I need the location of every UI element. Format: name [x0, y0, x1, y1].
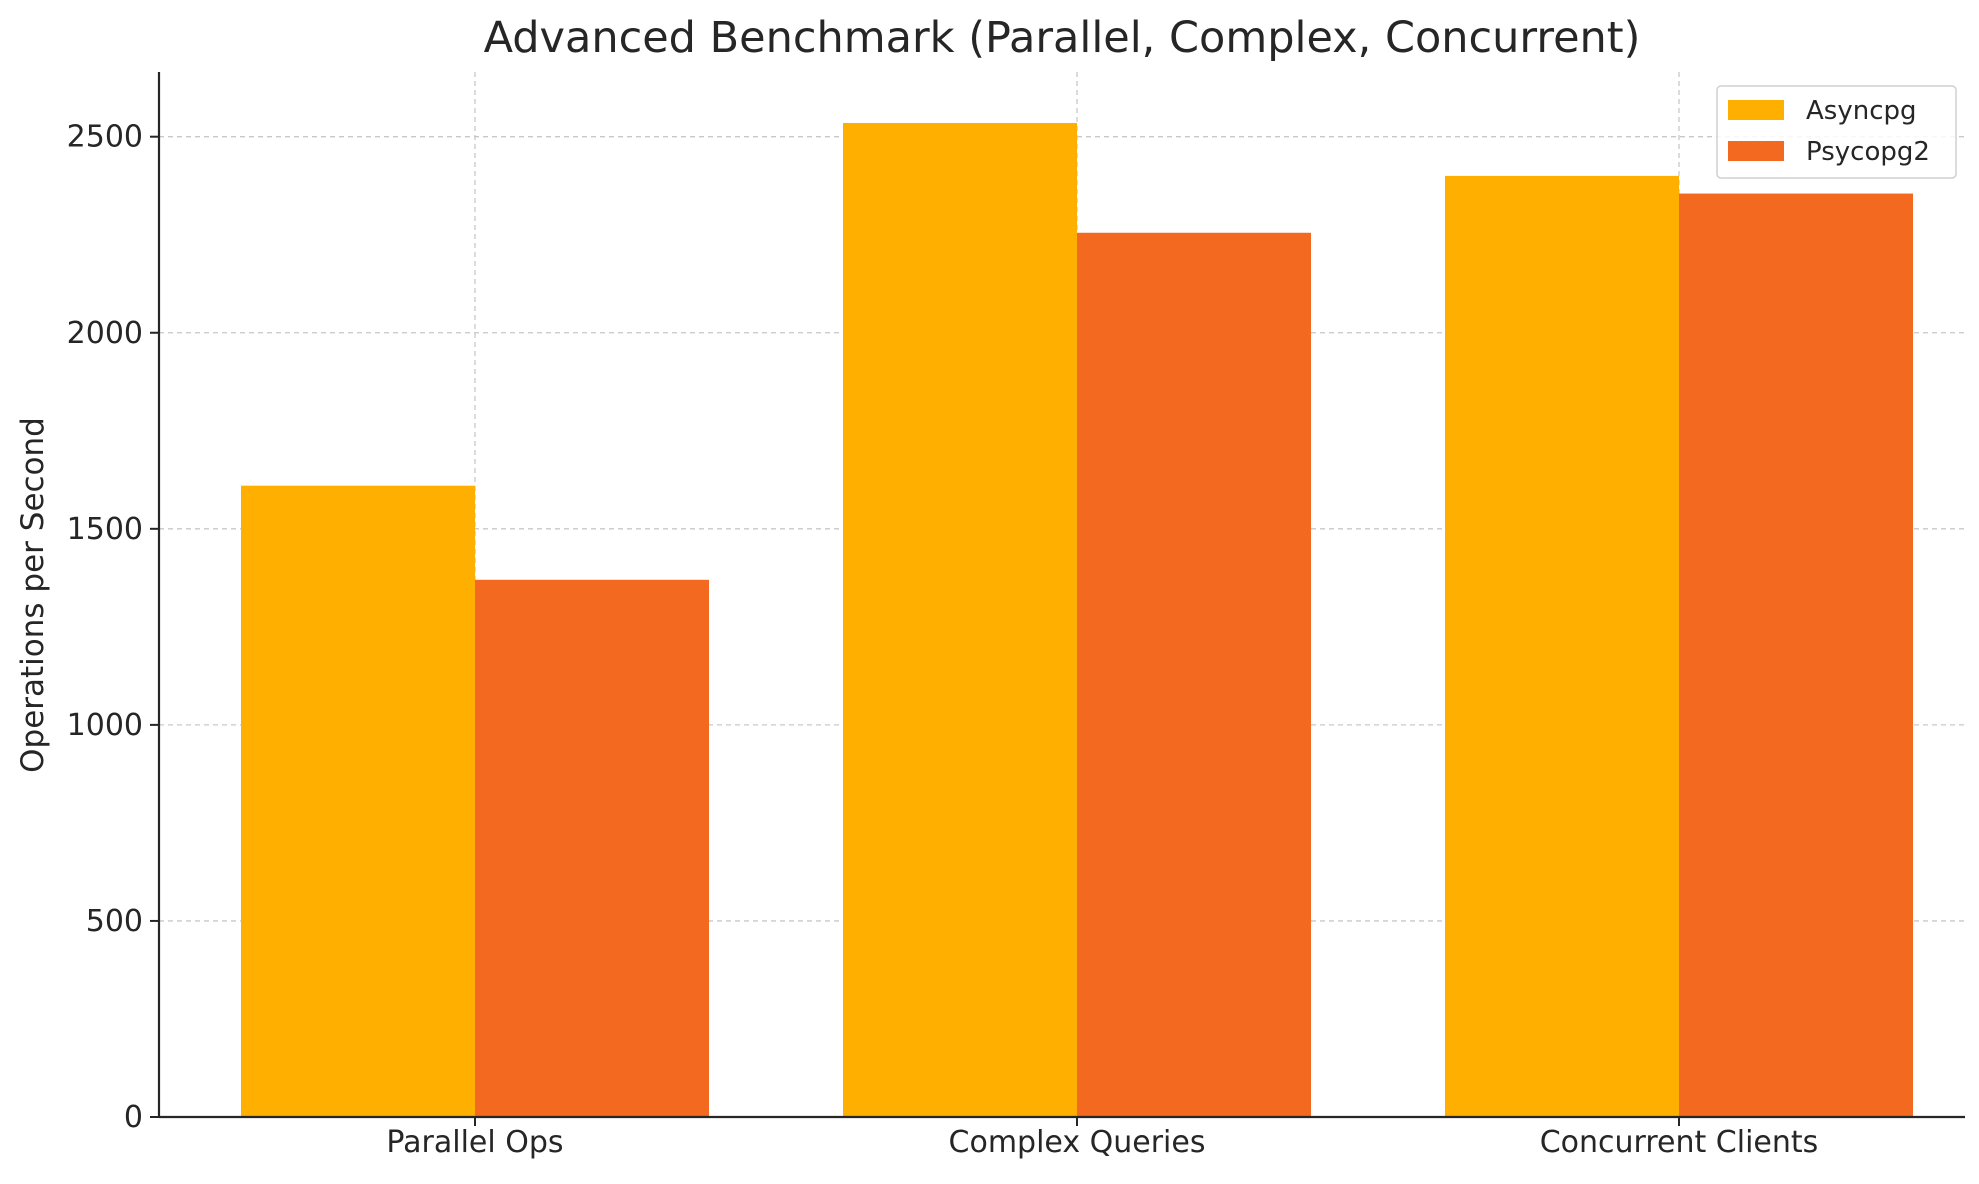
- x-tick-label: Parallel Ops: [386, 1125, 563, 1160]
- y-tick-label: 1000: [67, 708, 143, 743]
- bar-psycopg2-complex-queries: [1077, 232, 1311, 1117]
- bar-psycopg2-parallel-ops: [475, 579, 709, 1117]
- y-tick-label: 1500: [67, 512, 143, 547]
- bar-asyncpg-concurrent-clients: [1445, 175, 1679, 1118]
- legend-swatch-psycopg2: [1728, 141, 1784, 161]
- axes: [150, 72, 1965, 1126]
- y-tick-label: 2000: [67, 316, 143, 351]
- bar-psycopg2-concurrent-clients: [1679, 193, 1913, 1117]
- bars: [241, 122, 1913, 1118]
- legend-label-psycopg2: Psycopg2: [1806, 137, 1930, 167]
- y-axis-label: Operations per Second: [15, 417, 51, 773]
- bar-asyncpg-complex-queries: [843, 122, 1077, 1118]
- y-tick-label: 0: [124, 1100, 143, 1135]
- y-tick-label: 500: [86, 904, 143, 939]
- x-tick-label: Concurrent Clients: [1540, 1125, 1819, 1160]
- bar-asyncpg-parallel-ops: [241, 485, 475, 1118]
- legend: Asyncpg Psycopg2: [1716, 85, 1957, 179]
- tick-labels: 0 500 1000 1500 2000 2500 Parallel Ops Complex …: [67, 120, 1819, 1160]
- y-tick-label: 2500: [67, 120, 143, 155]
- legend-label-asyncpg: Asyncpg: [1806, 96, 1917, 126]
- chart-title: Advanced Benchmark (Parallel, Complex, C…: [484, 13, 1641, 63]
- legend-swatch-asyncpg: [1728, 100, 1784, 120]
- x-tick-label: Complex Queries: [949, 1125, 1206, 1160]
